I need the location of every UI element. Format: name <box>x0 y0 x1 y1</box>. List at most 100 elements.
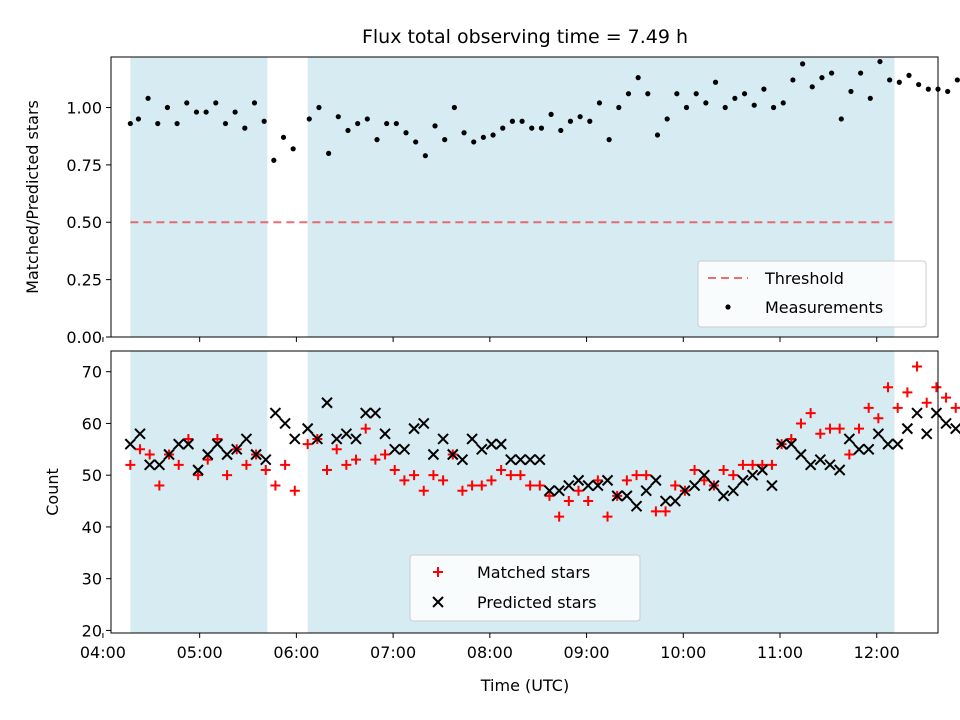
data-point <box>616 104 622 111</box>
data-point <box>558 127 564 134</box>
data-point-predicted <box>250 448 262 461</box>
data-point-predicted <box>311 433 324 445</box>
data-point-predicted <box>340 428 353 440</box>
y-axis-label-ratio: Matched/Predicted stars <box>23 100 42 294</box>
shaded-region <box>130 57 268 337</box>
data-point <box>780 100 786 106</box>
plot-frame <box>110 350 939 634</box>
data-point <box>954 77 960 83</box>
data-point-predicted <box>321 397 333 409</box>
data-point <box>461 130 467 136</box>
legend-predicted-swatch <box>432 596 444 608</box>
data-point-predicted <box>727 484 739 497</box>
data-point <box>213 100 219 106</box>
data-point-matched <box>486 475 497 486</box>
data-point-predicted <box>563 479 575 492</box>
data-point <box>654 132 661 138</box>
data-point-predicted <box>514 453 527 466</box>
data-point-predicted <box>795 448 807 461</box>
data-point <box>693 91 699 97</box>
data-point-predicted <box>192 464 204 476</box>
x-tick-label: 06:00 <box>273 643 319 662</box>
data-point-predicted <box>173 438 185 450</box>
data-point-matched <box>280 459 291 470</box>
data-point <box>174 120 180 127</box>
data-point-matched <box>631 470 642 481</box>
data-point-matched <box>641 470 652 481</box>
data-point <box>712 79 719 85</box>
y-tick-label: 50 <box>82 466 102 485</box>
data-point <box>829 70 835 76</box>
data-point-predicted <box>572 474 585 487</box>
data-point <box>683 104 690 111</box>
data-point-matched <box>660 506 671 517</box>
data-point-predicted <box>369 407 382 419</box>
data-point-predicted <box>630 500 643 512</box>
y-tick-label: 70 <box>82 363 102 382</box>
data-point <box>374 137 380 143</box>
data-point-predicted <box>688 479 701 492</box>
data-point-matched <box>496 465 507 476</box>
data-point-matched <box>757 459 768 470</box>
data-point-predicted <box>202 448 214 461</box>
data-point-predicted <box>785 438 798 450</box>
x-tick-label: 04:00 <box>80 643 126 662</box>
data-point <box>809 84 815 90</box>
y-tick-label: 0.50 <box>66 213 102 232</box>
data-point <box>451 104 457 111</box>
data-point-matched <box>380 449 391 460</box>
data-point-predicted <box>891 438 904 450</box>
data-point-matched <box>892 402 903 413</box>
data-point-predicted <box>872 428 885 440</box>
data-point <box>751 102 757 108</box>
data-point-matched <box>718 465 729 476</box>
data-point-matched <box>341 459 352 470</box>
data-point <box>567 118 574 124</box>
data-point <box>548 111 554 117</box>
x-tick-label: 07:00 <box>370 643 416 662</box>
data-point-matched <box>260 465 271 476</box>
data-point <box>364 116 370 122</box>
data-point-predicted <box>659 495 672 507</box>
data-point-predicted <box>804 459 817 471</box>
data-point-matched <box>125 459 136 470</box>
data-point <box>596 100 603 106</box>
data-point-matched <box>621 475 632 486</box>
data-point-predicted <box>756 464 768 476</box>
data-point-predicted <box>231 443 243 456</box>
data-point-predicted <box>485 438 498 450</box>
data-point-predicted <box>182 438 195 450</box>
data-point-predicted <box>447 448 459 461</box>
data-point-matched <box>805 408 816 419</box>
data-point <box>877 58 883 65</box>
data-point-matched <box>322 465 333 476</box>
legend-measurements-label: Measurements <box>765 298 883 317</box>
y-tick-label: 40 <box>82 518 102 537</box>
data-point <box>625 91 632 97</box>
data-point <box>635 75 641 81</box>
data-point-matched <box>467 480 478 491</box>
data-point <box>413 139 419 145</box>
data-point-predicted <box>524 453 536 466</box>
data-point <box>127 120 133 127</box>
data-point-predicted <box>679 484 691 497</box>
data-point <box>945 88 951 95</box>
legend-box <box>697 260 927 328</box>
data-point-matched <box>409 470 420 481</box>
data-point-predicted <box>221 448 233 461</box>
data-point-matched <box>873 413 884 424</box>
data-point-matched <box>544 490 555 501</box>
data-point <box>770 104 777 111</box>
data-point-matched <box>699 475 710 486</box>
y-tick-label: 0.00 <box>66 328 102 347</box>
data-point <box>916 81 922 88</box>
y-tick-label: 1.00 <box>66 98 102 117</box>
data-point-predicted <box>437 433 449 445</box>
data-point-predicted <box>534 453 546 466</box>
data-point <box>664 116 670 122</box>
data-point <box>838 116 844 122</box>
data-point-predicted <box>153 459 166 471</box>
data-point-matched <box>844 449 855 460</box>
data-point <box>280 134 287 140</box>
